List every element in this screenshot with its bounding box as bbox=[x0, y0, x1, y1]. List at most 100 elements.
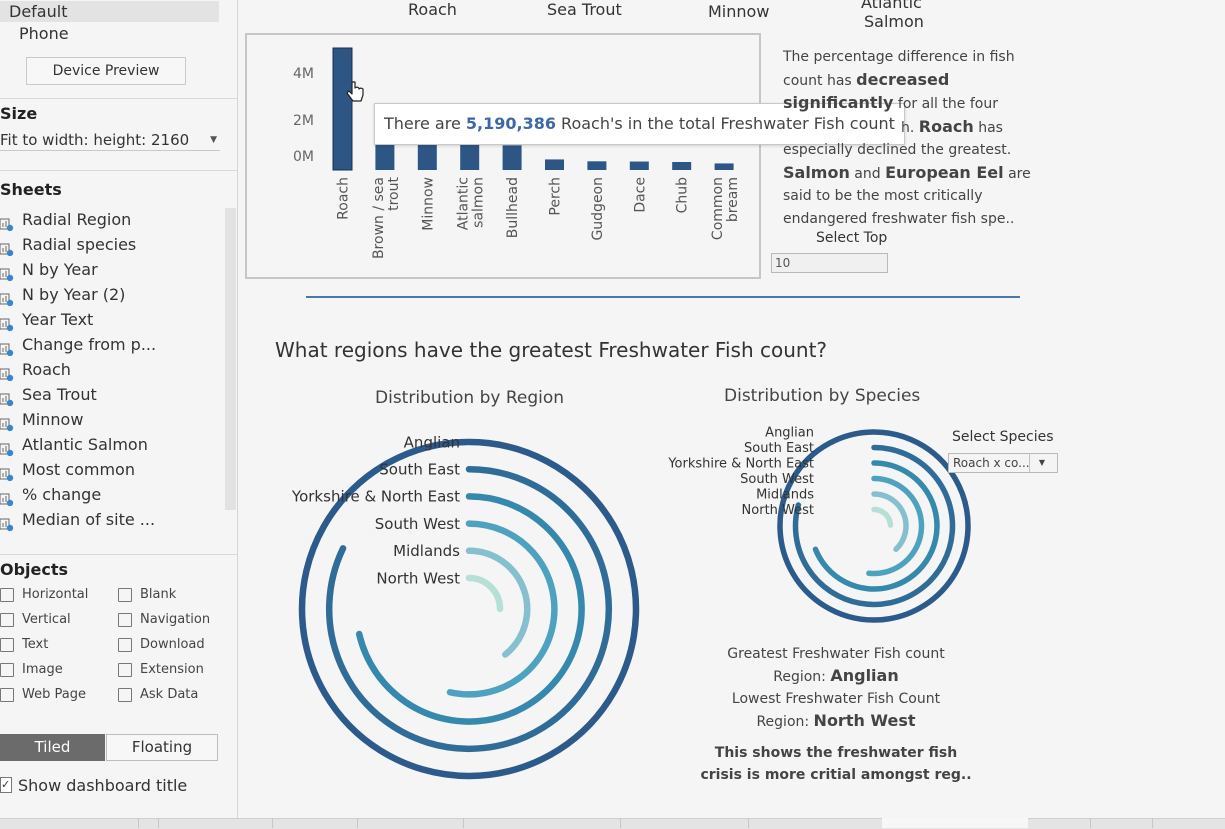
tab-separator bbox=[1152, 818, 1153, 828]
radial-bar[interactable] bbox=[326, 465, 612, 753]
show-title-checkbox[interactable]: ✓ bbox=[0, 777, 12, 793]
sea-trout-header: Sea Trout bbox=[547, 0, 622, 19]
object-label: Blank bbox=[140, 587, 177, 602]
select-top-input[interactable]: 10 bbox=[771, 253, 888, 273]
sheet-item[interactable]: % change bbox=[0, 483, 101, 507]
device-preview-button[interactable]: Device Preview bbox=[26, 57, 186, 85]
select-species-label: Select Species bbox=[952, 429, 1054, 445]
desc-line: count has decreased bbox=[783, 69, 950, 89]
salmon-header: Salmon bbox=[864, 12, 924, 31]
bar[interactable] bbox=[714, 163, 734, 170]
chevron-down-icon: ▼ bbox=[1029, 454, 1054, 472]
sheet-label: Radial species bbox=[22, 235, 137, 254]
radial-bar[interactable] bbox=[298, 438, 640, 780]
sheet-tab-strip[interactable] bbox=[0, 818, 1225, 829]
radial-bar[interactable] bbox=[792, 444, 956, 608]
object-item[interactable]: Ask Data bbox=[118, 686, 198, 704]
bar[interactable] bbox=[587, 161, 607, 170]
bar[interactable] bbox=[502, 145, 522, 170]
select-species-dropdown[interactable]: Roach x co... ▼ bbox=[948, 453, 1058, 473]
vertical-container-icon bbox=[0, 612, 14, 627]
sheet-item[interactable]: N by Year (2) bbox=[0, 283, 125, 307]
sheet-item[interactable]: Median of site ... bbox=[0, 508, 155, 532]
objects-header: Objects bbox=[0, 560, 69, 579]
floating-toggle[interactable]: Floating bbox=[106, 734, 218, 761]
extension-icon bbox=[118, 662, 132, 677]
radial-bar[interactable] bbox=[777, 429, 971, 623]
radial-bar[interactable] bbox=[446, 520, 558, 698]
sheet-item[interactable]: Radial species bbox=[0, 233, 136, 257]
ask-data-icon bbox=[118, 687, 132, 702]
sheet-item[interactable]: Year Text bbox=[0, 308, 93, 332]
sheets-header: Sheets bbox=[0, 180, 62, 199]
object-item[interactable]: Horizontal bbox=[0, 586, 88, 604]
sheet-item[interactable]: Minnow bbox=[0, 408, 83, 432]
object-item[interactable]: Download bbox=[118, 636, 205, 654]
tab-separator bbox=[463, 818, 464, 828]
bar[interactable] bbox=[545, 159, 564, 170]
sheet-item[interactable]: Atlantic Salmon bbox=[0, 433, 148, 457]
sheet-icon bbox=[0, 314, 14, 331]
radial-category-label: South West bbox=[375, 515, 460, 533]
sheet-item[interactable]: Radial Region bbox=[0, 208, 131, 232]
sheet-icon bbox=[0, 464, 14, 481]
sheet-icon bbox=[0, 239, 14, 256]
radial-category-label: Yorkshire & North East bbox=[667, 457, 814, 472]
radial-category-label: Yorkshire & North East bbox=[291, 488, 460, 506]
tab-separator bbox=[272, 818, 273, 828]
object-label: Text bbox=[22, 637, 49, 652]
bar[interactable] bbox=[417, 142, 437, 170]
bar-chart[interactable]: 4M 2M 0M Roach Brown / sea trout Minnow Atlanti… bbox=[247, 35, 759, 277]
bar[interactable] bbox=[672, 162, 692, 170]
object-item[interactable]: Navigation bbox=[118, 611, 210, 629]
object-item[interactable]: Image bbox=[0, 661, 63, 679]
sheet-item[interactable]: Most common bbox=[0, 458, 135, 482]
sheet-icon bbox=[0, 489, 14, 506]
sheet-item[interactable]: Change from p... bbox=[0, 333, 156, 357]
radial-bar[interactable] bbox=[871, 506, 894, 528]
show-title-label: Show dashboard title bbox=[18, 776, 188, 795]
greatest-label: Greatest Freshwater Fish count bbox=[727, 646, 945, 662]
select-species-value: Roach x co... bbox=[953, 456, 1030, 470]
radial-bar[interactable] bbox=[812, 460, 940, 592]
object-item[interactable]: Blank bbox=[118, 586, 176, 604]
device-phone-item[interactable]: Phone bbox=[0, 23, 219, 44]
sheet-item[interactable]: N by Year bbox=[0, 258, 98, 282]
size-dropdown[interactable]: Fit to width: height: 2160 ▼ bbox=[0, 130, 220, 151]
object-label: Horizontal bbox=[22, 587, 89, 602]
sheet-item[interactable]: Roach bbox=[0, 358, 71, 382]
object-item[interactable]: Extension bbox=[118, 661, 204, 679]
sheet-label: N by Year (2) bbox=[22, 285, 126, 304]
tab-separator bbox=[357, 818, 358, 828]
sheet-icon bbox=[0, 264, 14, 281]
sheet-item[interactable]: Sea Trout bbox=[0, 383, 97, 407]
tab-separator bbox=[158, 818, 159, 828]
tab-separator bbox=[748, 818, 749, 828]
panel-divider bbox=[0, 170, 237, 171]
bar-category-label: Common bbox=[710, 177, 726, 240]
object-item[interactable]: Web Page bbox=[0, 686, 86, 704]
radial-bar[interactable] bbox=[465, 574, 504, 613]
bar[interactable] bbox=[332, 47, 353, 171]
sheet-label: Sea Trout bbox=[22, 385, 97, 404]
radial-bar[interactable] bbox=[465, 547, 531, 658]
sheet-label: Most common bbox=[22, 460, 135, 479]
sheets-scrollbar[interactable] bbox=[225, 208, 236, 510]
tiled-toggle[interactable]: Tiled bbox=[0, 734, 105, 761]
bar[interactable] bbox=[460, 144, 480, 170]
object-item[interactable]: Vertical bbox=[0, 611, 71, 629]
minnow-header: Minnow bbox=[708, 2, 770, 21]
object-item[interactable]: Text bbox=[0, 636, 48, 654]
desc-line: said to be the most critically bbox=[783, 188, 983, 204]
radial-bar[interactable] bbox=[871, 491, 909, 552]
radial-bar[interactable] bbox=[866, 475, 925, 577]
active-sheet-tab[interactable] bbox=[882, 818, 1028, 828]
radial-bar[interactable] bbox=[355, 493, 585, 725]
sheet-label: Year Text bbox=[22, 310, 94, 329]
device-default-item[interactable]: Default bbox=[0, 1, 219, 22]
bar[interactable] bbox=[375, 137, 395, 170]
object-label: Ask Data bbox=[140, 687, 199, 702]
atlantic-header: Atlantic bbox=[861, 0, 922, 12]
bar[interactable] bbox=[629, 161, 649, 170]
